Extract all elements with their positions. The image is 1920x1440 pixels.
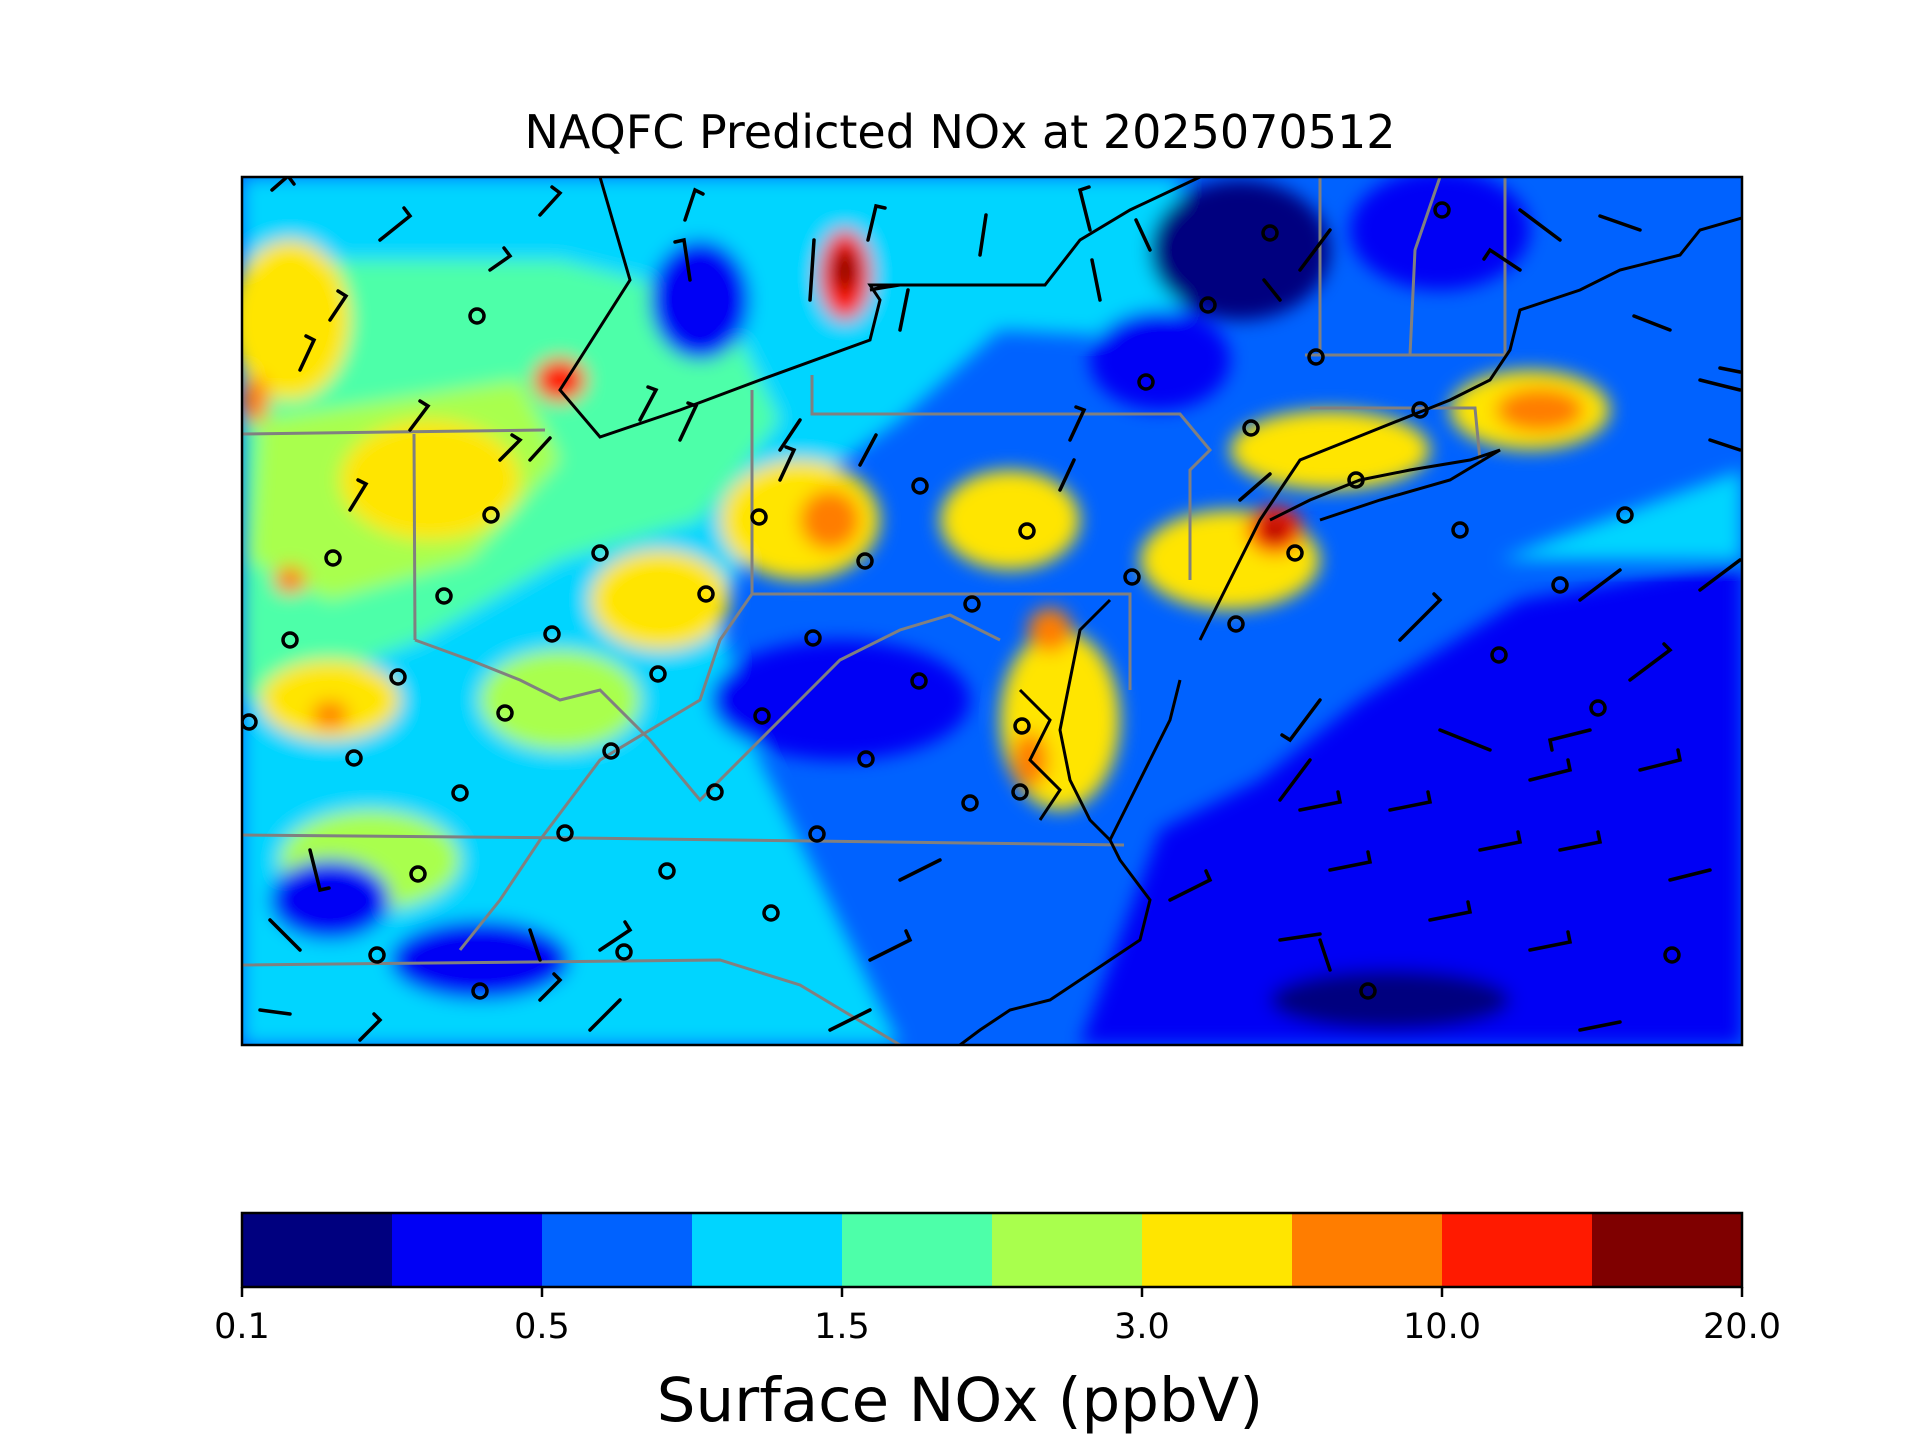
colorbar-bin-3 (692, 1213, 843, 1287)
map-frame (240, 175, 1744, 1047)
station-markers (242, 201, 1681, 1000)
map-title: NAQFC Predicted NOx at 2025070512 (524, 105, 1396, 159)
colorbar-bin-4 (842, 1213, 993, 1287)
concentration-blobs (242, 177, 1742, 1045)
colorbar (242, 1213, 1743, 1287)
nox-field (242, 177, 1742, 1045)
state-boundaries (242, 177, 1507, 1045)
colorbar-tick-label: 0.1 (214, 1307, 270, 1347)
colorbar-bin-0 (242, 1213, 393, 1287)
colorbar-tick-label: 0.5 (514, 1307, 570, 1347)
colorbar-bin-9 (1592, 1213, 1743, 1287)
colorbar-tick-label: 20.0 (1703, 1307, 1781, 1347)
colorbar-tick-label: 10.0 (1403, 1307, 1481, 1347)
coastlines (558, 177, 1742, 1045)
colorbar-bin-1 (392, 1213, 543, 1287)
colorbar-bin-5 (992, 1213, 1143, 1287)
colorbar-bin-7 (1292, 1213, 1443, 1287)
colorbar-frame (240, 1211, 1744, 1289)
colorbar-bin-6 (1142, 1213, 1293, 1287)
colorbar-tick-label: 1.5 (814, 1307, 870, 1347)
wind-barbs (258, 177, 1742, 1042)
colorbar-tick-label: 3.0 (1114, 1307, 1170, 1347)
colorbar-bin-8 (1442, 1213, 1593, 1287)
colorbar-label: Surface NOx (ppbV) (656, 1365, 1264, 1436)
colorbar-ticks (240, 1287, 1744, 1297)
colorbar-bin-2 (542, 1213, 693, 1287)
